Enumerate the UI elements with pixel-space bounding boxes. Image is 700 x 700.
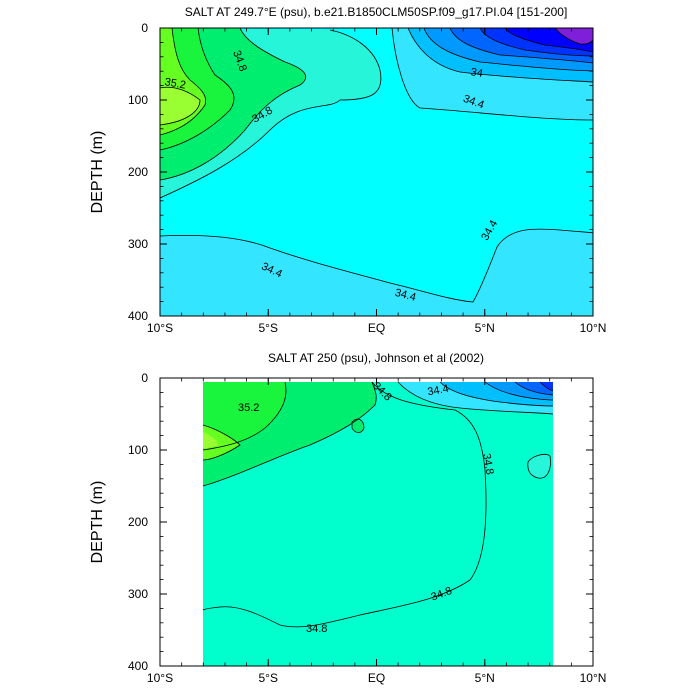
top-contour-e-34-2 xyxy=(423,28,593,72)
top-y-tick-label: 100 xyxy=(128,93,148,107)
top-contour-lines xyxy=(160,28,593,303)
bottom-x-tick-label: EQ xyxy=(368,671,385,685)
bottom-panel: SALT AT 250 (psu), Johnson et al (2002) xyxy=(89,351,606,685)
top-y-tick-label: 200 xyxy=(128,165,148,179)
bottom-fill-eddy xyxy=(352,419,364,433)
top-contour-deep-34-4 xyxy=(160,228,593,303)
top-contour-35-4 xyxy=(160,28,207,136)
bottom-y-axis-label: DEPTH (m) xyxy=(89,481,106,564)
bottom-contour-lines xyxy=(202,381,554,628)
bottom-contour-e-eddy xyxy=(527,454,551,479)
bottom-contour-e-33-8 xyxy=(539,381,554,392)
top-contour-e-33-7 xyxy=(554,28,593,45)
bottom-panel-title: SALT AT 250 (psu), Johnson et al (2002) xyxy=(268,351,484,365)
bottom-fill-35-4-b xyxy=(203,432,218,448)
top-label-35-2: 35.2 xyxy=(164,76,187,92)
bottom-label-35-2: 35.2 xyxy=(238,402,259,414)
bottom-axes: 10°S 5°S EQ 5°N 10°N 0 100 200 300 400 xyxy=(128,371,606,685)
top-axes: 10°S 5°S EQ 5°N 10°N 0 100 200 300 400 xyxy=(128,21,606,335)
bottom-contour-e-34-0 xyxy=(514,381,554,396)
top-contour-35-0 xyxy=(160,28,307,181)
top-panel-title: SALT AT 249.7°E (psu), b.e21.B1850CLM50S… xyxy=(185,5,568,19)
bottom-fill-35-4 xyxy=(203,425,240,460)
bottom-x-tick-label: 10°S xyxy=(147,671,173,685)
bottom-contour-eddy xyxy=(351,418,365,433)
bottom-contour-34-8 xyxy=(202,381,487,628)
top-x-tick-label: EQ xyxy=(368,321,385,335)
bottom-contour-35-0 xyxy=(202,381,377,487)
top-label-34: 34 xyxy=(470,66,484,80)
top-y-tick-label: 300 xyxy=(128,237,148,251)
bottom-contour-e-34-6 xyxy=(397,381,554,415)
bottom-fill-e-33-8 xyxy=(540,382,553,391)
bottom-contour-fill xyxy=(203,382,553,666)
top-contour-34-8 xyxy=(160,29,382,199)
bottom-fill-e-eddy xyxy=(527,454,551,479)
bottom-contour-e-34-2 xyxy=(484,381,554,401)
top-contour-e-33-9 xyxy=(479,28,593,57)
bottom-contour-35-4 xyxy=(202,424,241,461)
top-y-tick-label: 400 xyxy=(128,309,148,323)
top-x-tick-label: 10°N xyxy=(580,321,607,335)
bottom-y-tick-label: 0 xyxy=(141,371,148,385)
top-fill-e-33-6 xyxy=(555,28,593,45)
bottom-label-34-4: 34.4 xyxy=(427,383,450,399)
top-fill-35-6 xyxy=(160,87,200,125)
bottom-label-34-8-d: 34.8 xyxy=(306,623,327,635)
top-contour-35-2 xyxy=(160,28,235,151)
bottom-contour-e-34-4 xyxy=(439,381,554,407)
bottom-fill-35-2 xyxy=(203,382,286,450)
bottom-y-tick-label: 300 xyxy=(128,587,148,601)
top-label-34-4-d: 34.4 xyxy=(393,287,417,304)
top-contour-e-34-4 xyxy=(407,28,593,83)
top-contour-35-6 xyxy=(160,86,201,126)
top-x-tick-label: 10°S xyxy=(147,321,173,335)
bottom-contour-35-2 xyxy=(202,381,287,451)
top-x-tick-label: 5°N xyxy=(475,321,495,335)
bottom-x-tick-label: 10°N xyxy=(580,671,607,685)
bottom-y-tick-label: 100 xyxy=(128,443,148,457)
bottom-x-tick-label: 5°S xyxy=(259,671,278,685)
top-contour-e-34-0 xyxy=(449,28,593,64)
top-fill-deep xyxy=(160,228,593,316)
bottom-y-tick-label: 200 xyxy=(128,515,148,529)
top-contour-e-33-8 xyxy=(504,28,593,53)
top-contour-e-34-6 xyxy=(391,28,593,121)
top-panel: SALT AT 249.7°E (psu), b.e21.B1850CLM50S… xyxy=(89,5,606,335)
top-y-axis-label: DEPTH (m) xyxy=(89,131,106,214)
bottom-label-34-8-b: 34.8 xyxy=(480,453,496,476)
top-contour-fill xyxy=(160,28,593,316)
bottom-y-tick-label: 400 xyxy=(128,659,148,673)
top-x-tick-label: 5°S xyxy=(259,321,278,335)
top-y-tick-label: 0 xyxy=(141,21,148,35)
bottom-x-tick-label: 5°N xyxy=(475,671,495,685)
